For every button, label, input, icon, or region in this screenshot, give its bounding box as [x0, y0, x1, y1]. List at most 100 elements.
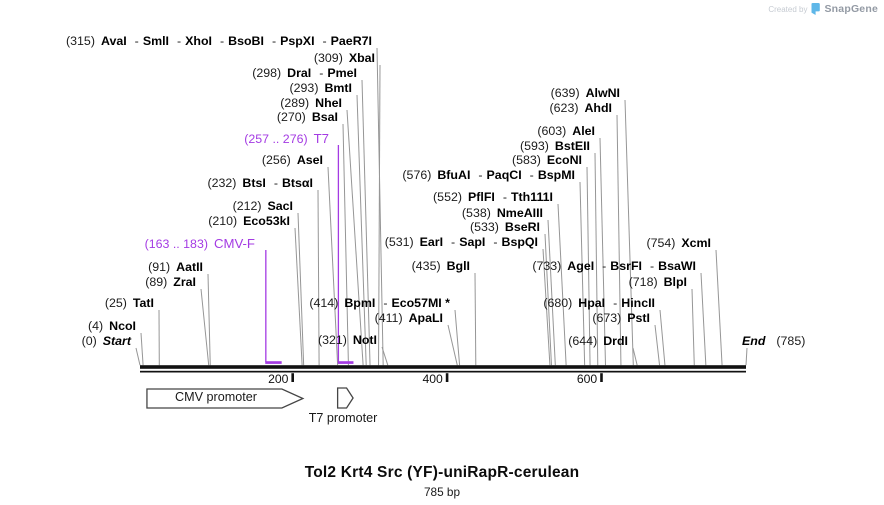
site-position: (315)	[66, 33, 95, 48]
site-label-BseRI: (533) BseRI	[470, 220, 540, 235]
site-label-AleI: (603) AleI	[537, 124, 595, 139]
enzyme-name: BglI	[446, 258, 470, 273]
site-position: (644)	[568, 333, 598, 348]
enzyme-name: AhdI	[584, 100, 612, 115]
enzyme-name: SmlI	[142, 33, 169, 48]
enzyme-name: BsoBI	[228, 33, 264, 48]
leader-line-NcoI	[140, 332, 144, 366]
enzyme-name: AvaI	[100, 33, 127, 48]
name-separator: -	[271, 33, 277, 48]
site-label-BmtI: (293) BmtI	[290, 81, 352, 96]
site-label-BlpI: (718) BlpI	[629, 275, 687, 290]
enzyme-name: BmtI	[324, 80, 352, 95]
leader-line-BmtI	[356, 94, 367, 366]
leader-line-AatII	[207, 273, 211, 366]
site-position: (435)	[411, 258, 441, 273]
site-position: (212)	[232, 198, 262, 213]
leader-line-ApaLI	[447, 324, 458, 366]
site-position: (673)	[592, 310, 622, 325]
cmv-promoter-label: CMV promoter	[175, 390, 257, 404]
leader-line-XcmI	[715, 249, 723, 366]
name-separator: -	[219, 33, 225, 48]
site-position: (583)	[511, 152, 541, 167]
enzyme-name: HpaI	[578, 295, 606, 310]
site-position: (91)	[148, 259, 171, 274]
axis-tick-label-400: 400	[422, 372, 443, 386]
leader-line-AleI	[599, 137, 607, 366]
enzyme-name: AlwNI	[585, 85, 620, 100]
site-label-NmeAIII: (538) NmeAIII	[462, 206, 543, 221]
leader-line-ZraI	[200, 288, 210, 366]
site-label-AgeI: (733) AgeI - BsrFI - BsaWI	[532, 259, 696, 274]
site-label-NcoI: (4) NcoI	[88, 319, 136, 334]
leader-line-AseI	[327, 166, 339, 366]
site-position: (538)	[461, 205, 491, 220]
enzyme-name: BpmI	[344, 295, 376, 310]
enzyme-name: BtsαI	[281, 175, 313, 190]
title-block: Tol2 Krt4 Src (YF)-uniRapR-cerulean 785 …	[0, 464, 884, 499]
enzyme-name: PspXI	[280, 33, 315, 48]
site-position: (603)	[537, 123, 567, 138]
site-label-SacI: (212) SacI	[233, 199, 293, 214]
enzyme-name: Eco57MI *	[391, 295, 450, 310]
site-position: (623)	[549, 100, 579, 115]
enzyme-name: EcoNI	[546, 152, 582, 167]
leader-line-End	[745, 347, 748, 366]
primer-label-T7: (257 .. 276) T7	[244, 131, 329, 147]
enzyme-name: Eco53kI	[243, 213, 290, 228]
site-label-XbaI: (309) XbaI	[314, 51, 375, 66]
site-label-AseI: (256) AseI	[262, 153, 323, 168]
enzyme-name: XhoI	[185, 33, 212, 48]
site-label-PstI: (673) PstI	[592, 311, 650, 326]
enzyme-name: ZraI	[173, 274, 196, 289]
site-position: (232)	[207, 175, 237, 190]
leader-line-BtsI	[317, 189, 320, 366]
axis-tick-200	[291, 373, 294, 382]
site-position: (257 .. 276)	[244, 131, 308, 146]
enzyme-name: AatII	[176, 259, 203, 274]
leader-line-AhdI	[616, 114, 622, 366]
name-separator: -	[383, 295, 388, 310]
axis-tick-label-200: 200	[268, 372, 289, 386]
leader-line-Eco53kI	[294, 227, 303, 366]
name-separator: -	[322, 33, 327, 48]
leader-line-BseRI	[544, 233, 552, 366]
marker-label-End: End (785)	[742, 334, 805, 349]
t7-promoter-label: T7 promoter	[308, 411, 378, 425]
enzyme-name: ApaLI	[408, 310, 443, 325]
site-label-NotI: (321) NotI	[318, 333, 377, 348]
sequence-axis-line	[140, 365, 746, 369]
site-position: (25)	[104, 295, 127, 310]
site-position: (785)	[776, 333, 806, 348]
enzyme-name: SapI	[459, 234, 486, 249]
enzyme-name: BtsI	[242, 175, 266, 190]
site-position: (576)	[402, 167, 432, 182]
leader-line-BlpI	[691, 288, 695, 366]
axis-tick-600	[600, 373, 603, 382]
primer-label-CMV-F: (163 .. 183) CMV-F	[145, 236, 255, 252]
enzyme-name: NotI	[352, 332, 377, 347]
site-position: (414)	[309, 295, 339, 310]
site-position: (89)	[145, 274, 168, 289]
site-label-DraI: (298) DraI - PmeI	[252, 66, 357, 81]
enzyme-name: PflFI	[467, 189, 495, 204]
site-label-BstEII: (593) BstEII	[520, 139, 590, 154]
leader-line-Start	[135, 347, 141, 366]
leader-line-PstI	[654, 324, 661, 366]
leader-line-BglI	[474, 272, 477, 366]
enzyme-name: AleI	[572, 123, 595, 138]
name-separator: -	[273, 175, 278, 190]
leader-line-NmeAIII	[547, 219, 556, 366]
enzyme-name: BspMI	[537, 167, 575, 182]
primer-name: T7	[313, 130, 329, 146]
name-separator: -	[613, 295, 618, 310]
site-position: (256)	[261, 152, 291, 167]
enzyme-name: NmeAIII	[496, 205, 543, 220]
site-label-Eco53kI: (210) Eco53kI	[208, 214, 290, 229]
site-label-TatI: (25) TatI	[105, 296, 154, 311]
leader-line-NheI	[346, 109, 364, 366]
enzyme-name: BstEII	[554, 138, 590, 153]
leader-line-NotI	[381, 346, 389, 366]
